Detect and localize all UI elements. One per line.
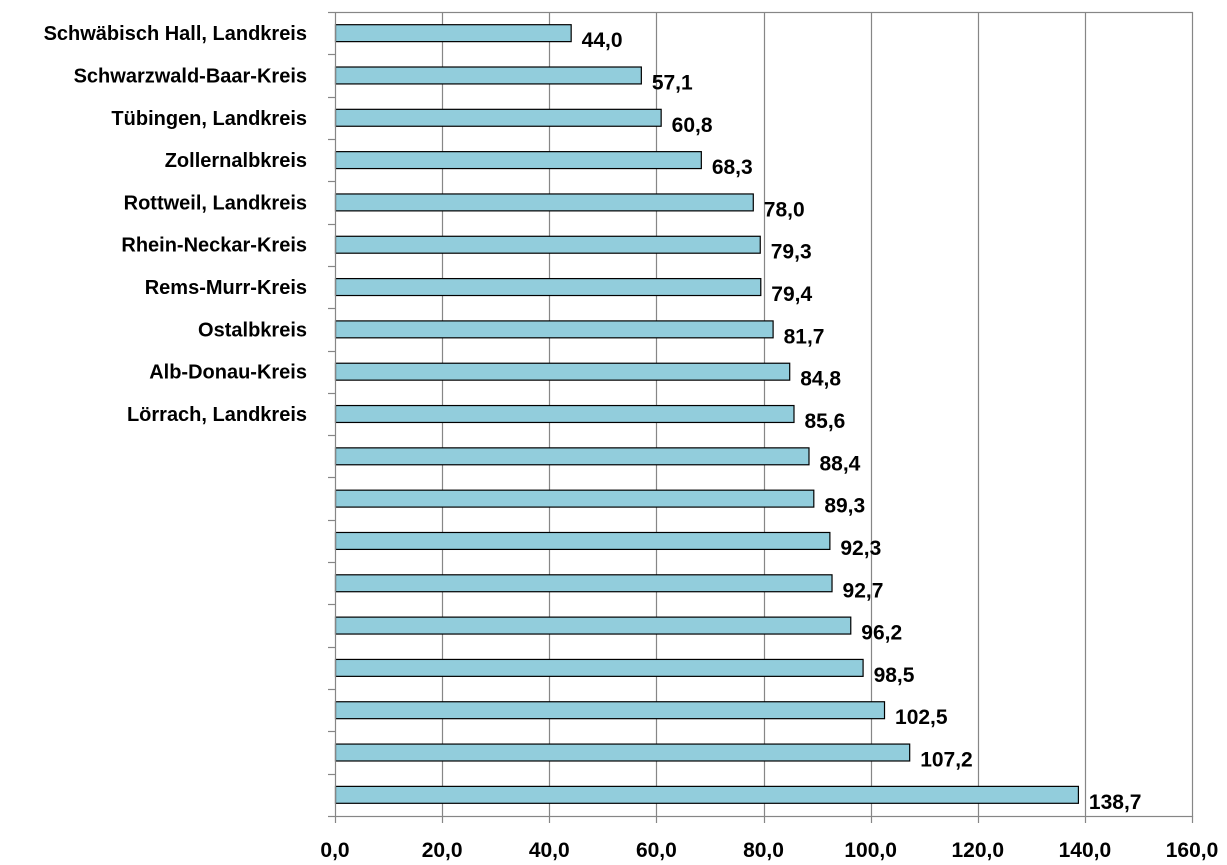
x-tick-label: 80,0 [743,839,784,862]
bar [334,66,642,85]
bar [334,489,815,508]
x-tick-label: 20,0 [422,839,463,862]
bar [334,320,774,339]
bar [334,235,761,254]
data-label: 44,0 [582,29,623,52]
data-label: 102,5 [895,706,948,729]
bar [334,108,662,127]
bar [334,531,831,551]
category-label: Alb-Donau-Kreis [149,362,307,384]
labels: 0,0 20,0 40,0 60,0 80,0 100,0 120,0 140,0 160,0 4… [44,23,1219,862]
x-tick-label: 160,0 [1166,839,1219,862]
data-label: 84,8 [800,368,841,391]
data-label: 89,3 [824,495,865,518]
bar [334,447,810,466]
category-label: Rottweil, Landkreis [124,192,307,214]
x-tick-label: 120,0 [951,839,1004,862]
data-label: 81,7 [784,325,825,348]
data-label: 79,4 [771,283,812,306]
bar [334,151,702,170]
category-label: Rhein-Neckar-Kreis [121,235,307,257]
data-label: 60,8 [672,114,713,137]
x-tick-label: 60,0 [636,839,677,862]
bar [334,743,911,762]
bar [334,574,833,593]
bar [334,658,864,677]
data-label: 107,2 [920,749,973,772]
bar [334,193,754,212]
x-tick-label: 140,0 [1059,839,1112,862]
category-label: Ostalbkreis [198,319,307,341]
category-label: Lörrach, Landkreis [127,404,307,426]
category-label: Schwarzwald-Baar-Kreis [74,65,307,87]
bar [334,785,1080,804]
plot-border [334,11,1194,818]
data-label: 78,0 [764,198,805,221]
data-label: 68,3 [712,156,753,179]
data-label: 57,1 [652,71,693,94]
data-label: 96,2 [861,622,902,645]
data-label: 92,7 [843,579,884,602]
bar [334,277,762,297]
data-label: 138,7 [1089,791,1142,814]
bar [334,616,852,635]
x-tick-label: 100,0 [844,839,897,862]
x-tick-label: 0,0 [320,839,349,862]
data-label: 79,3 [771,241,812,264]
axes [328,11,1194,823]
category-label: Schwäbisch Hall, Landkreis [44,23,307,45]
data-label: 98,5 [874,664,915,687]
x-tick-label: 40,0 [529,839,570,862]
data-label: 88,4 [819,452,860,475]
data-label: 85,6 [804,410,845,433]
bar [334,24,572,43]
bar [334,701,886,720]
data-label: 92,3 [840,537,881,560]
category-label: Zollernalbkreis [165,150,307,172]
category-label: Rems-Murr-Kreis [145,277,307,299]
bars [334,24,1080,804]
bar [334,404,795,424]
bar [334,362,791,381]
category-label: Tübingen, Landkreis [111,108,307,130]
